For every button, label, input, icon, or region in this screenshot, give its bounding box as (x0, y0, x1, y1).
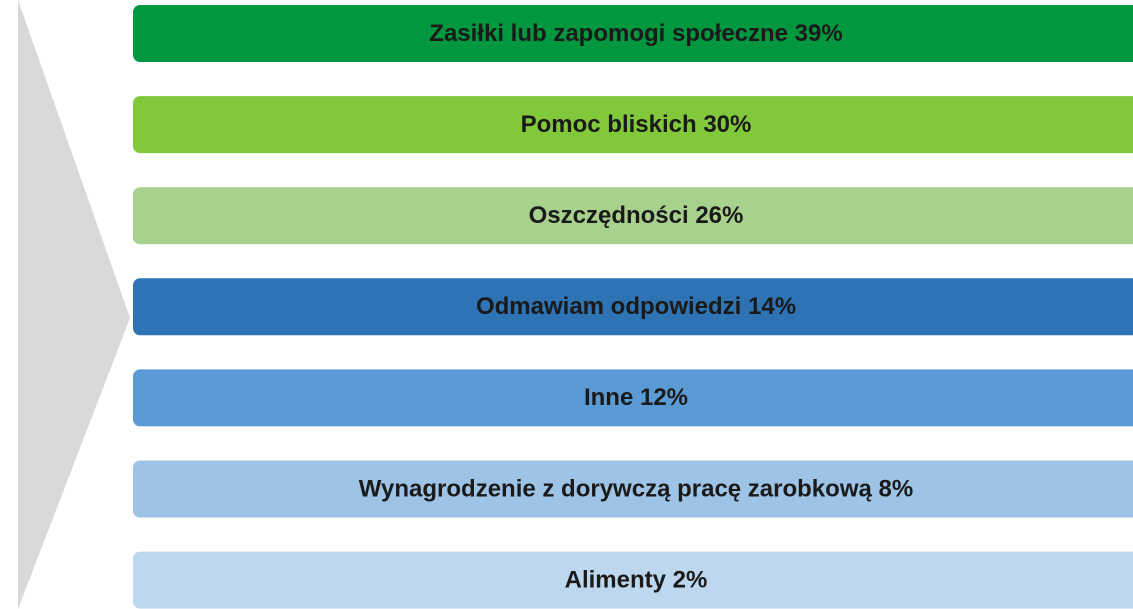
bar (133, 5, 1133, 62)
bar-label: Pomoc bliskich 30% (521, 111, 752, 138)
arrow-shape (18, 0, 130, 609)
bar (133, 187, 1133, 245)
bar (133, 551, 1133, 609)
bar (133, 460, 1133, 518)
bar (133, 96, 1133, 154)
bar (133, 369, 1133, 427)
bar-label: Odmawiam odpowiedzi 14% (476, 293, 796, 320)
bar-label: Inne 12% (584, 384, 688, 411)
bar-label: Wynagrodzenie z dorywczą pracę zarobkową… (359, 475, 913, 502)
bar-label: Alimenty 2% (565, 566, 708, 593)
bar-label: Zasiłki lub zapomogi społeczne 39% (429, 20, 842, 47)
bar-label: Oszczędności 26% (529, 202, 744, 229)
bar-list: Zasiłki lub zapomogi społeczne 39% Pomoc … (133, 5, 1133, 609)
bar (133, 278, 1133, 336)
